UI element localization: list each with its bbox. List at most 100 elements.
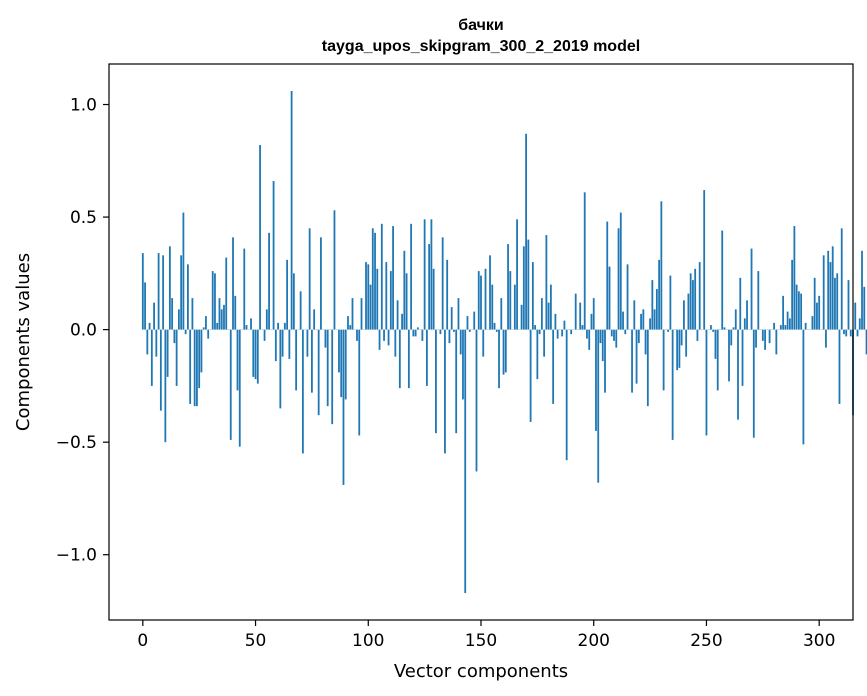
bar-223 [644,329,647,355]
bar-108 [385,262,388,330]
bar-318 [858,318,861,330]
bar-66 [290,91,293,330]
bar-299 [816,302,818,330]
bar-222 [642,309,645,330]
bar-71 [301,329,304,454]
bar-31 [211,271,214,330]
bar-101 [369,284,372,330]
bar-63 [283,322,286,330]
bar-176 [538,329,541,335]
bar-184 [556,329,559,339]
bar-200 [592,298,595,330]
bar-284 [782,295,785,330]
bar-110 [389,271,392,330]
bar-229 [658,259,661,330]
bar-158 [498,329,500,389]
bar-27 [202,327,205,330]
bar-297 [811,316,814,330]
bar-319 [861,250,863,330]
bar-88 [340,329,343,398]
bar-263 [734,309,737,330]
x-axis-ticks: 0 50 100 150 200 250 300 [137,620,835,651]
bar-244 [692,280,694,330]
bar-25 [198,329,201,389]
bar-29 [207,329,210,339]
bar-298 [813,277,816,330]
plot-frame [108,63,854,621]
bar-68 [295,329,298,391]
bar-157 [495,329,498,332]
bar-293 [802,329,805,445]
bar-218 [633,300,636,330]
bar-150 [480,275,482,330]
bar-28 [205,316,207,330]
bar-240 [683,300,685,330]
bar-105 [378,329,381,350]
bar-253 [712,329,715,332]
bar-54 [263,329,266,341]
bar-242 [687,293,690,330]
chart-subtitle: tayga_upos_skipgram_300_2_2019 model [322,38,640,55]
bar-151 [482,329,485,357]
bar-202 [597,329,600,483]
bar-207 [608,266,611,330]
bar-109 [387,329,390,346]
bar-129 [432,268,435,330]
bar-143 [464,329,467,593]
bar-266 [741,329,744,386]
bar-205 [604,329,606,393]
bar-70 [299,291,302,330]
bar-213 [622,311,624,330]
bar-59 [274,329,277,362]
bar-43 [238,329,241,447]
bar-118 [407,329,410,389]
bar-112 [394,329,397,357]
bar-126 [425,329,428,386]
bar-219 [635,329,638,384]
bar-45 [243,248,246,330]
bar-74 [308,228,311,330]
bar-241 [685,329,688,357]
bar-14 [173,329,176,344]
bar-6 [155,329,158,357]
bar-81 [324,329,327,348]
bar-220 [637,329,640,344]
bar-87 [338,329,340,373]
bar-173 [531,262,534,330]
bar-50 [254,329,257,380]
bar-116 [403,250,406,330]
bar-165 [513,284,516,330]
bar-211 [617,228,620,330]
bar-225 [649,318,651,330]
x-tick-label: 50 [245,631,267,651]
bar-192 [574,293,577,330]
bar-122 [416,327,419,330]
bar-61 [279,329,282,409]
bar-217 [631,329,633,393]
bar-292 [800,293,803,330]
bar-35 [220,309,223,330]
bar-262 [732,327,735,330]
bar-107 [383,329,385,341]
bar-235 [671,329,674,440]
bar-73 [306,329,309,357]
bar-271 [752,329,755,438]
bar-93 [351,298,354,330]
bar-172 [529,329,532,422]
bar-196 [583,192,586,330]
bar-103 [374,232,376,330]
bar-17 [180,255,183,330]
bar-145 [468,329,471,332]
bar-182 [552,329,555,404]
bar-168 [520,304,523,330]
bar-210 [615,329,618,348]
bar-11 [166,329,169,377]
x-tick-label: 100 [352,631,384,651]
bar-247 [698,262,701,330]
bar-237 [676,329,679,371]
bar-312 [845,329,848,337]
bar-311 [843,329,845,335]
bar-249 [703,190,706,330]
x-tick-label: 200 [578,631,610,651]
bar-162 [507,244,509,330]
